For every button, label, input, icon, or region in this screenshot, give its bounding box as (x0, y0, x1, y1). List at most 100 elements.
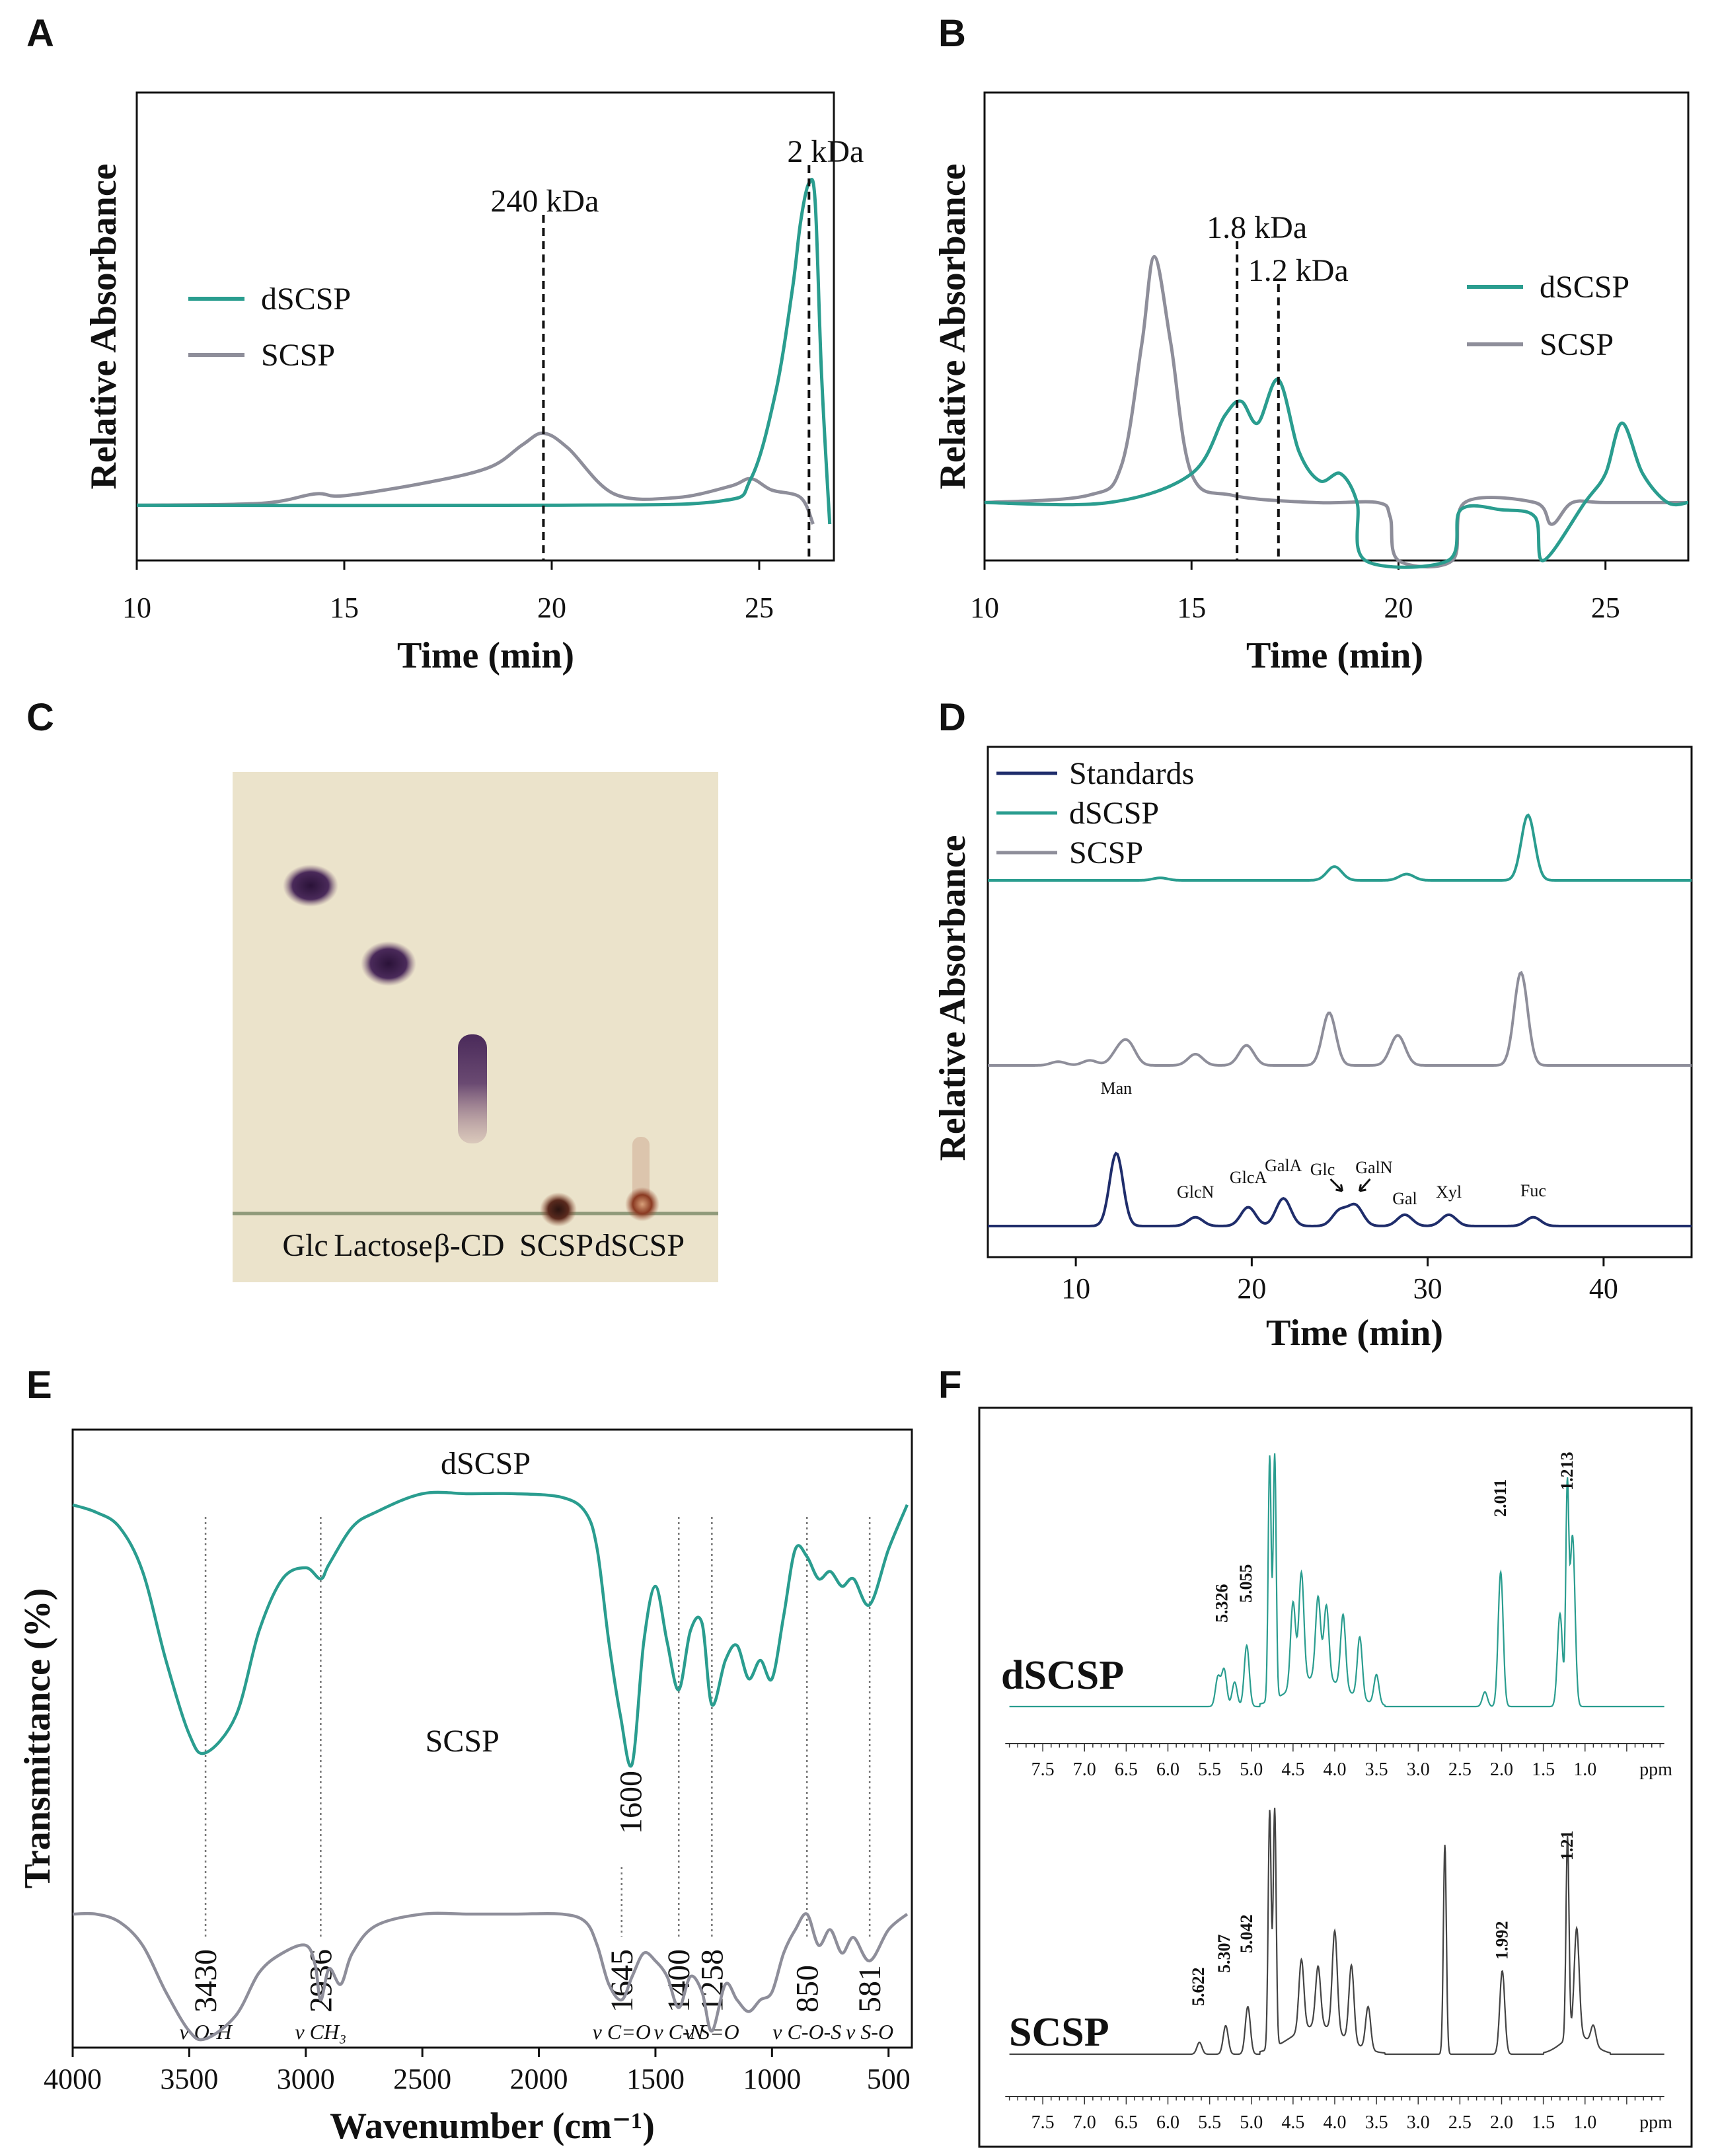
panel-d: D 10 20 30 40 Time (min) Relative Absorbanc… (932, 696, 1693, 1354)
annotation-label: 1.2 kDa (1248, 253, 1349, 288)
nmr-tick-label: 5.0 (1240, 2112, 1263, 2133)
x-tick-label: 1500 (626, 2063, 685, 2095)
series-line-dscsp (984, 377, 1689, 569)
panel-f-axes: 7.5 7.0 6.5 6.0 5.5 5.0 4.5 4.0 3.5 3.0 2.5 2.0 1.5 1… (1005, 1452, 1672, 2133)
panel-d-frame (987, 746, 1693, 1258)
band-assignment-label: v C=O (593, 2020, 651, 2044)
panel-d-series (988, 813, 1692, 1227)
x-tick-label: 10 (1061, 1272, 1090, 1305)
tlc-lane-labels: Glc Lactose β-CD SCSP dSCSP (282, 1228, 685, 1263)
band-assignment-label: v CH₃ (295, 2020, 346, 2044)
legend-a-dscsp-label: dSCSP (261, 282, 351, 317)
nmr-tick-label: 5.0 (1240, 1759, 1263, 1780)
peak-arrow (1329, 1178, 1343, 1192)
nmr-label-dscsp: dSCSP (1001, 1653, 1124, 1698)
panel-a-frame (135, 91, 835, 562)
panel-b-annotations: 1.8 kDa 1.2 kDa (1207, 210, 1349, 560)
panel-b-ylabel: Relative Absorbance (932, 163, 973, 489)
nmr-peak-label: 1.21 (1557, 1831, 1577, 1861)
panel-e-series-labels: dSCSP SCSP (426, 1446, 531, 1759)
peak-label: Man (1101, 1079, 1133, 1098)
peak-label: GlcA (1230, 1168, 1267, 1187)
x-tick-label: 2000 (510, 2063, 568, 2095)
panel-f-label: F (938, 1364, 961, 1406)
legend-d-dscsp-label: dSCSP (1069, 796, 1159, 831)
series-line-dscsp (136, 178, 832, 525)
nmr-tick-label: 2.5 (1448, 1759, 1472, 1780)
chromatogram-standards (988, 1151, 1692, 1227)
nmr-tick-label: 7.0 (1073, 1759, 1096, 1780)
ir-spectrum-dscsp (72, 1490, 909, 1768)
nmr-tick-label: 6.5 (1115, 1759, 1138, 1780)
nmr-tick-label: 4.5 (1281, 1759, 1304, 1780)
annotation-label: 1.8 kDa (1207, 210, 1307, 245)
nmr-spectrum-scsp (1009, 1808, 1664, 2056)
annotation-label: 240 kDa (490, 184, 599, 219)
tlc-spot-glc (283, 865, 338, 907)
panel-a-xticks: 10 15 20 25 (122, 560, 774, 624)
panel-b: B 10 15 20 25 Time (min) Relative Absorbanc… (932, 12, 1690, 676)
x-tick-label: 20 (1384, 592, 1413, 624)
nmr-unit-label: ppm (1639, 1759, 1672, 1780)
tlc-lane-label: Glc (282, 1228, 328, 1263)
panel-a-annotations: 240 kDa 2 kDa (490, 134, 864, 560)
band-assignment-label: v C-O-S (772, 2020, 841, 2044)
nmr-tick-label: 4.0 (1324, 2112, 1347, 2133)
nmr-tick-label: 3.5 (1365, 2112, 1388, 2133)
tlc-lane-label: SCSP (519, 1228, 593, 1263)
panel-a-legend: dSCSP SCSP (188, 282, 351, 373)
legend-b-dscsp-label: dSCSP (1540, 270, 1629, 305)
peak-label: Xyl (1436, 1182, 1462, 1202)
nmr-tick-label: 5.5 (1198, 1759, 1221, 1780)
nmr-peak-label: 5.307 (1214, 1935, 1234, 1974)
panel-d-xticks: 10 20 30 40 (1061, 1257, 1618, 1305)
legend-a-scsp-label: SCSP (261, 338, 335, 373)
peak-label: Glc (1310, 1160, 1335, 1179)
nmr-peak-label: 5.055 (1236, 1564, 1255, 1603)
panel-d-label: D (938, 696, 966, 739)
nmr-spectrum-dscsp (1009, 1453, 1664, 1708)
nmr-tick-label: 5.5 (1198, 2112, 1221, 2133)
panel-a-label: A (26, 12, 54, 55)
peak-arrow (1358, 1178, 1371, 1192)
nmr-tick-label: 1.5 (1532, 1759, 1555, 1780)
nmr-tick-label: 6.0 (1156, 2112, 1179, 2133)
x-tick-label: 15 (1177, 592, 1206, 624)
nmr-tick-label: 4.5 (1281, 2112, 1304, 2133)
nmr-tick-label: 1.5 (1532, 2112, 1555, 2133)
panel-d-xlabel: Time (min) (1266, 1313, 1443, 1354)
x-tick-label: 25 (745, 592, 774, 624)
band-wavenumber-label: 850 (790, 1965, 825, 2013)
nmr-tick-label: 1.0 (1573, 2112, 1596, 2133)
nmr-peak-label: 5.326 (1212, 1584, 1231, 1623)
nmr-tick-label: 2.5 (1448, 2112, 1472, 2133)
panel-a-series (136, 178, 832, 525)
ir-spectrum-scsp (72, 1911, 909, 2042)
nmr-tick-label: 2.0 (1490, 2112, 1513, 2133)
peak-label: GlcN (1177, 1182, 1214, 1202)
x-tick-label: 15 (330, 592, 359, 624)
panel-c-label: C (26, 696, 54, 739)
panel-f-spectra (1009, 1453, 1664, 2056)
peak-label: Fuc (1520, 1181, 1546, 1200)
annotation-label: 2 kDa (787, 134, 864, 169)
nmr-peak-label: 5.042 (1237, 1915, 1256, 1954)
x-tick-label: 500 (867, 2063, 911, 2095)
chromatogram-scsp (988, 970, 1692, 1067)
x-tick-label: 1000 (743, 2063, 801, 2095)
panel-e-xlabel: Wavenumber (cm⁻¹) (330, 2106, 655, 2147)
panel-d-legend: Standards dSCSP SCSP (996, 756, 1194, 870)
panel-d-ylabel: Relative Absorbance (932, 835, 973, 1161)
x-tick-label: 25 (1591, 592, 1620, 624)
panel-e-ylabel: Transmittance (%) (17, 1588, 58, 1889)
nmr-tick-label: 6.0 (1156, 1759, 1179, 1780)
band-assignment-label: v C-N (654, 2020, 704, 2044)
tlc-lane-label: Lactose (334, 1228, 432, 1263)
nmr-peak-label: 1.992 (1493, 1921, 1512, 1960)
nmr-peak-label: 2.011 (1491, 1479, 1510, 1517)
nmr-tick-label: 1.0 (1573, 1759, 1596, 1780)
tlc-lane-label: dSCSP (595, 1228, 685, 1263)
band-wavenumber-label: 2936 (303, 1949, 338, 2013)
